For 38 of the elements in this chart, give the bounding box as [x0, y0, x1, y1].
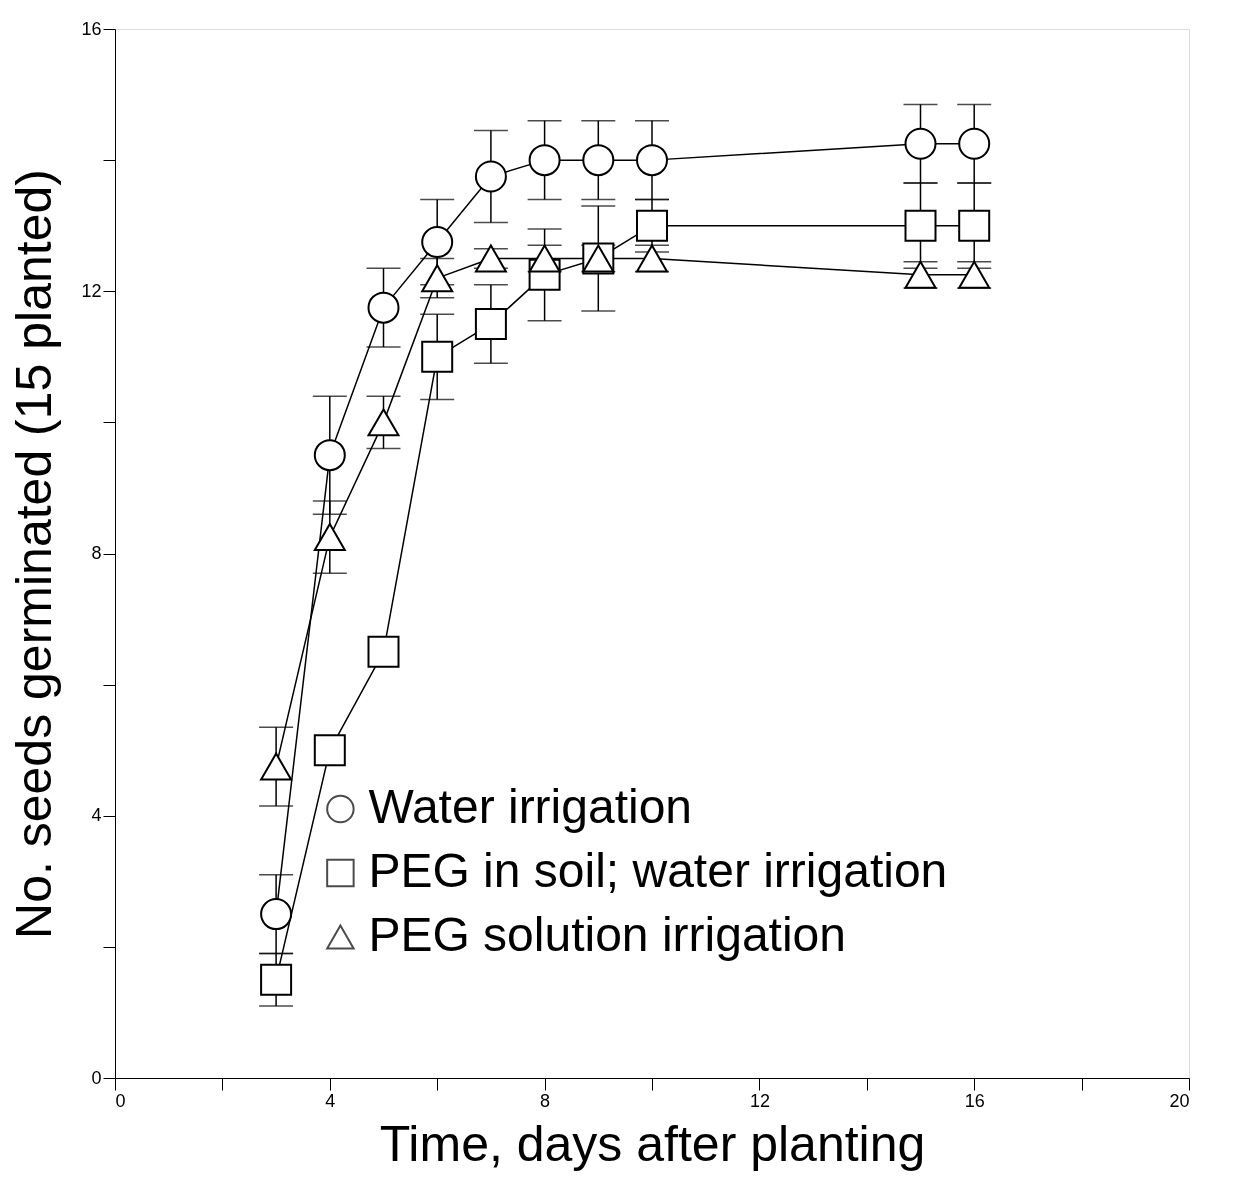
point — [367, 635, 400, 668]
point — [528, 144, 561, 177]
y-tick-label: 12 — [81, 280, 102, 301]
point — [421, 264, 454, 293]
x-tick-label: 16 — [964, 1090, 985, 1111]
point — [958, 127, 991, 160]
y-axis-title: No. seeds germinated (15 planted) — [6, 169, 63, 939]
point — [260, 963, 293, 996]
x-tick-label: 8 — [540, 1090, 551, 1111]
y-tick-label: 0 — [91, 1067, 102, 1088]
point — [260, 752, 293, 781]
point — [260, 898, 293, 931]
point — [313, 439, 346, 472]
point — [474, 308, 507, 341]
point — [582, 144, 615, 177]
point — [904, 127, 937, 160]
point — [958, 209, 991, 242]
legend-label: Water irrigation — [368, 780, 693, 833]
point — [367, 291, 400, 324]
y-tick-label: 16 — [81, 18, 102, 39]
x-tick-label: 4 — [325, 1090, 336, 1111]
point — [367, 408, 400, 437]
point — [636, 144, 668, 177]
point — [474, 160, 507, 193]
legend-label: PEG in soil; water irrigation — [368, 844, 948, 897]
y-tick-label: 4 — [91, 805, 102, 826]
legend-label: PEG solution irrigation — [368, 908, 846, 961]
x-tick-label: 0 — [115, 1090, 126, 1111]
x-axis-title: Time, days after planting — [379, 1115, 926, 1172]
y-tick-label: 8 — [91, 543, 102, 563]
x-tick-label: 12 — [749, 1090, 770, 1111]
point — [421, 226, 454, 259]
point — [313, 734, 346, 767]
point — [636, 209, 668, 242]
point — [313, 523, 346, 552]
point — [904, 209, 937, 242]
x-tick-label: 20 — [1169, 1090, 1190, 1111]
point — [421, 340, 454, 373]
